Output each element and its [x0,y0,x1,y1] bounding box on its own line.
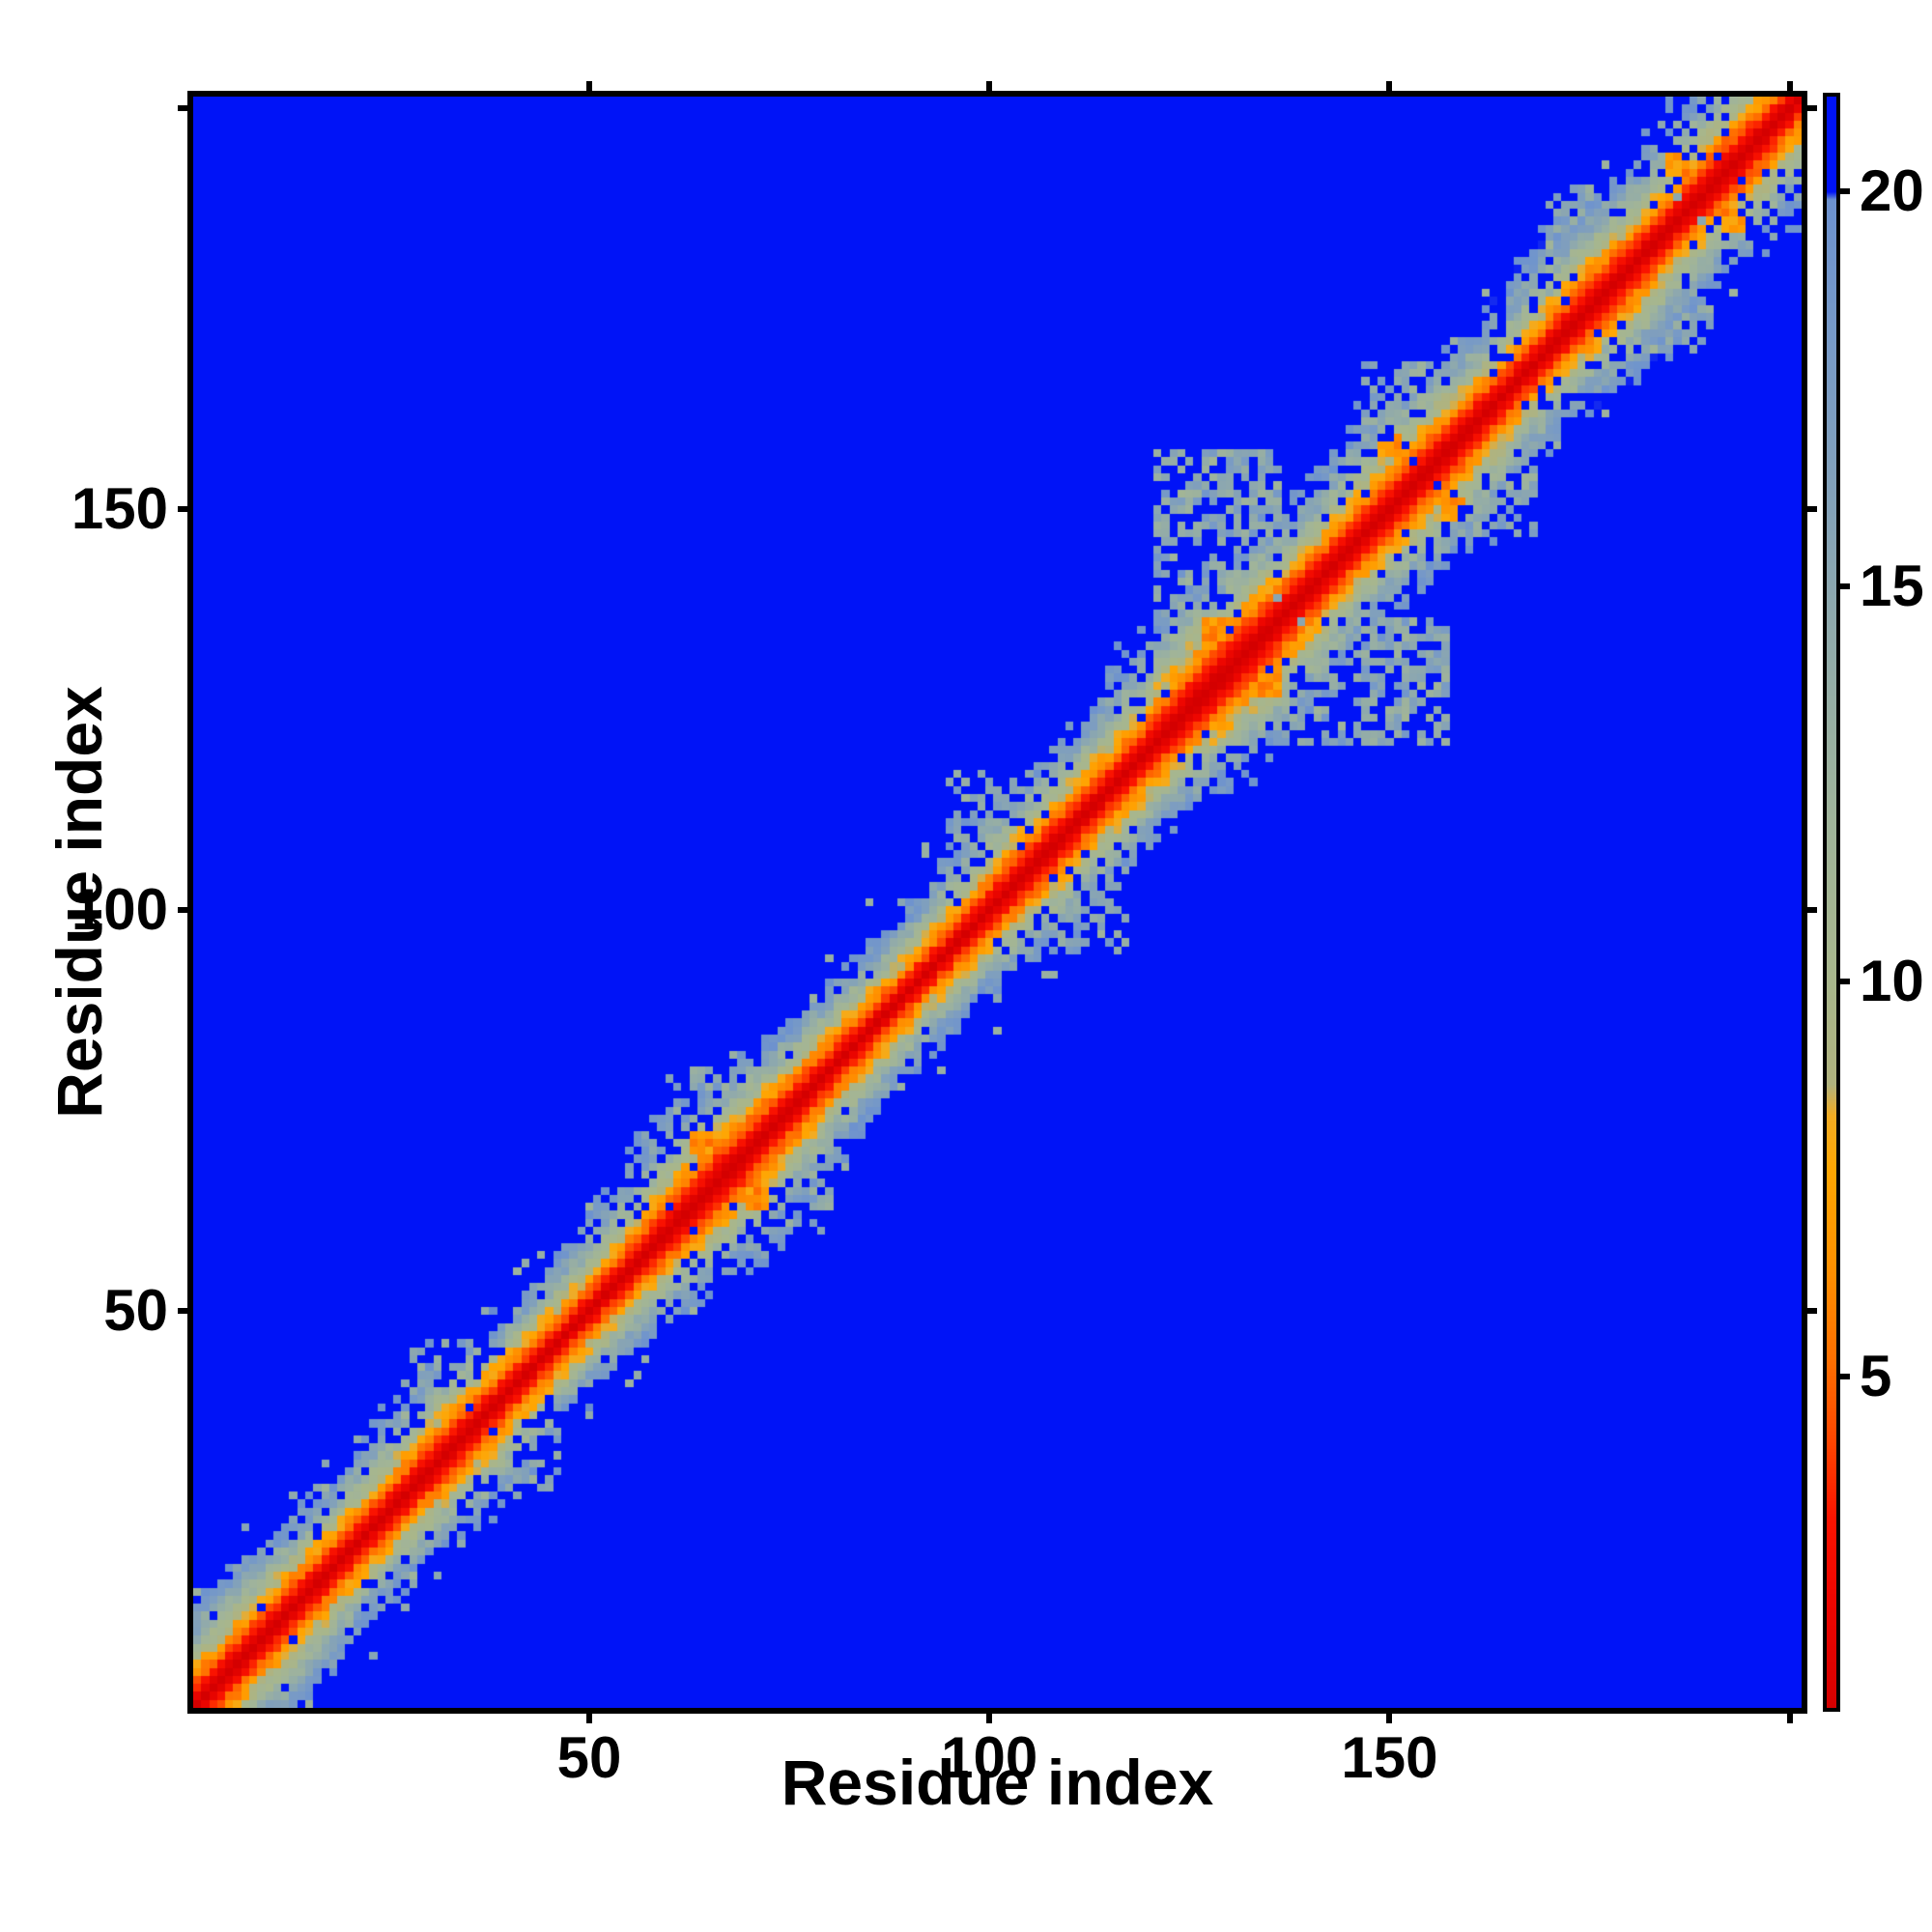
x-tick-bottom [1786,1714,1793,1723]
y-tick-left [178,907,187,914]
x-tick-top [986,81,993,91]
y-tick-label: 100 [71,877,168,943]
x-axis-title: Residue index [781,1747,1214,1818]
x-tick-label: 150 [1341,1725,1438,1790]
y-tick-left [178,105,187,112]
y-tick-right [1807,907,1817,914]
y-tick-left [178,1308,187,1315]
colorbar-tick [1840,188,1850,195]
x-tick-top [586,81,593,91]
x-tick-bottom [986,1714,993,1723]
colorbar-tick-label: 20 [1860,158,1924,224]
y-tick-label: 50 [103,1278,168,1344]
distance-map-canvas [193,97,1802,1708]
x-tick-label: 100 [941,1725,1038,1790]
y-tick-label: 150 [71,476,168,542]
colorbar-tick-label: 10 [1860,948,1924,1013]
colorbar-tick [1840,978,1850,984]
x-tick-top [1386,81,1393,91]
colorbar-tick [1840,582,1850,589]
y-tick-left [178,506,187,513]
colorbar [1823,93,1840,1712]
colorbar-tick [1840,1373,1850,1379]
heatmap-plot-area [187,91,1807,1714]
x-tick-top [1786,81,1793,91]
y-tick-right [1807,1308,1817,1315]
colorbar-tick-label: 5 [1860,1343,1892,1408]
x-tick-bottom [586,1714,593,1723]
y-tick-right [1807,506,1817,513]
x-tick-label: 50 [556,1725,622,1790]
colorbar-tick-label: 15 [1860,553,1924,618]
x-tick-bottom [1386,1714,1393,1723]
colorbar-gradient-canvas [1827,97,1836,1708]
y-tick-right [1807,105,1817,112]
